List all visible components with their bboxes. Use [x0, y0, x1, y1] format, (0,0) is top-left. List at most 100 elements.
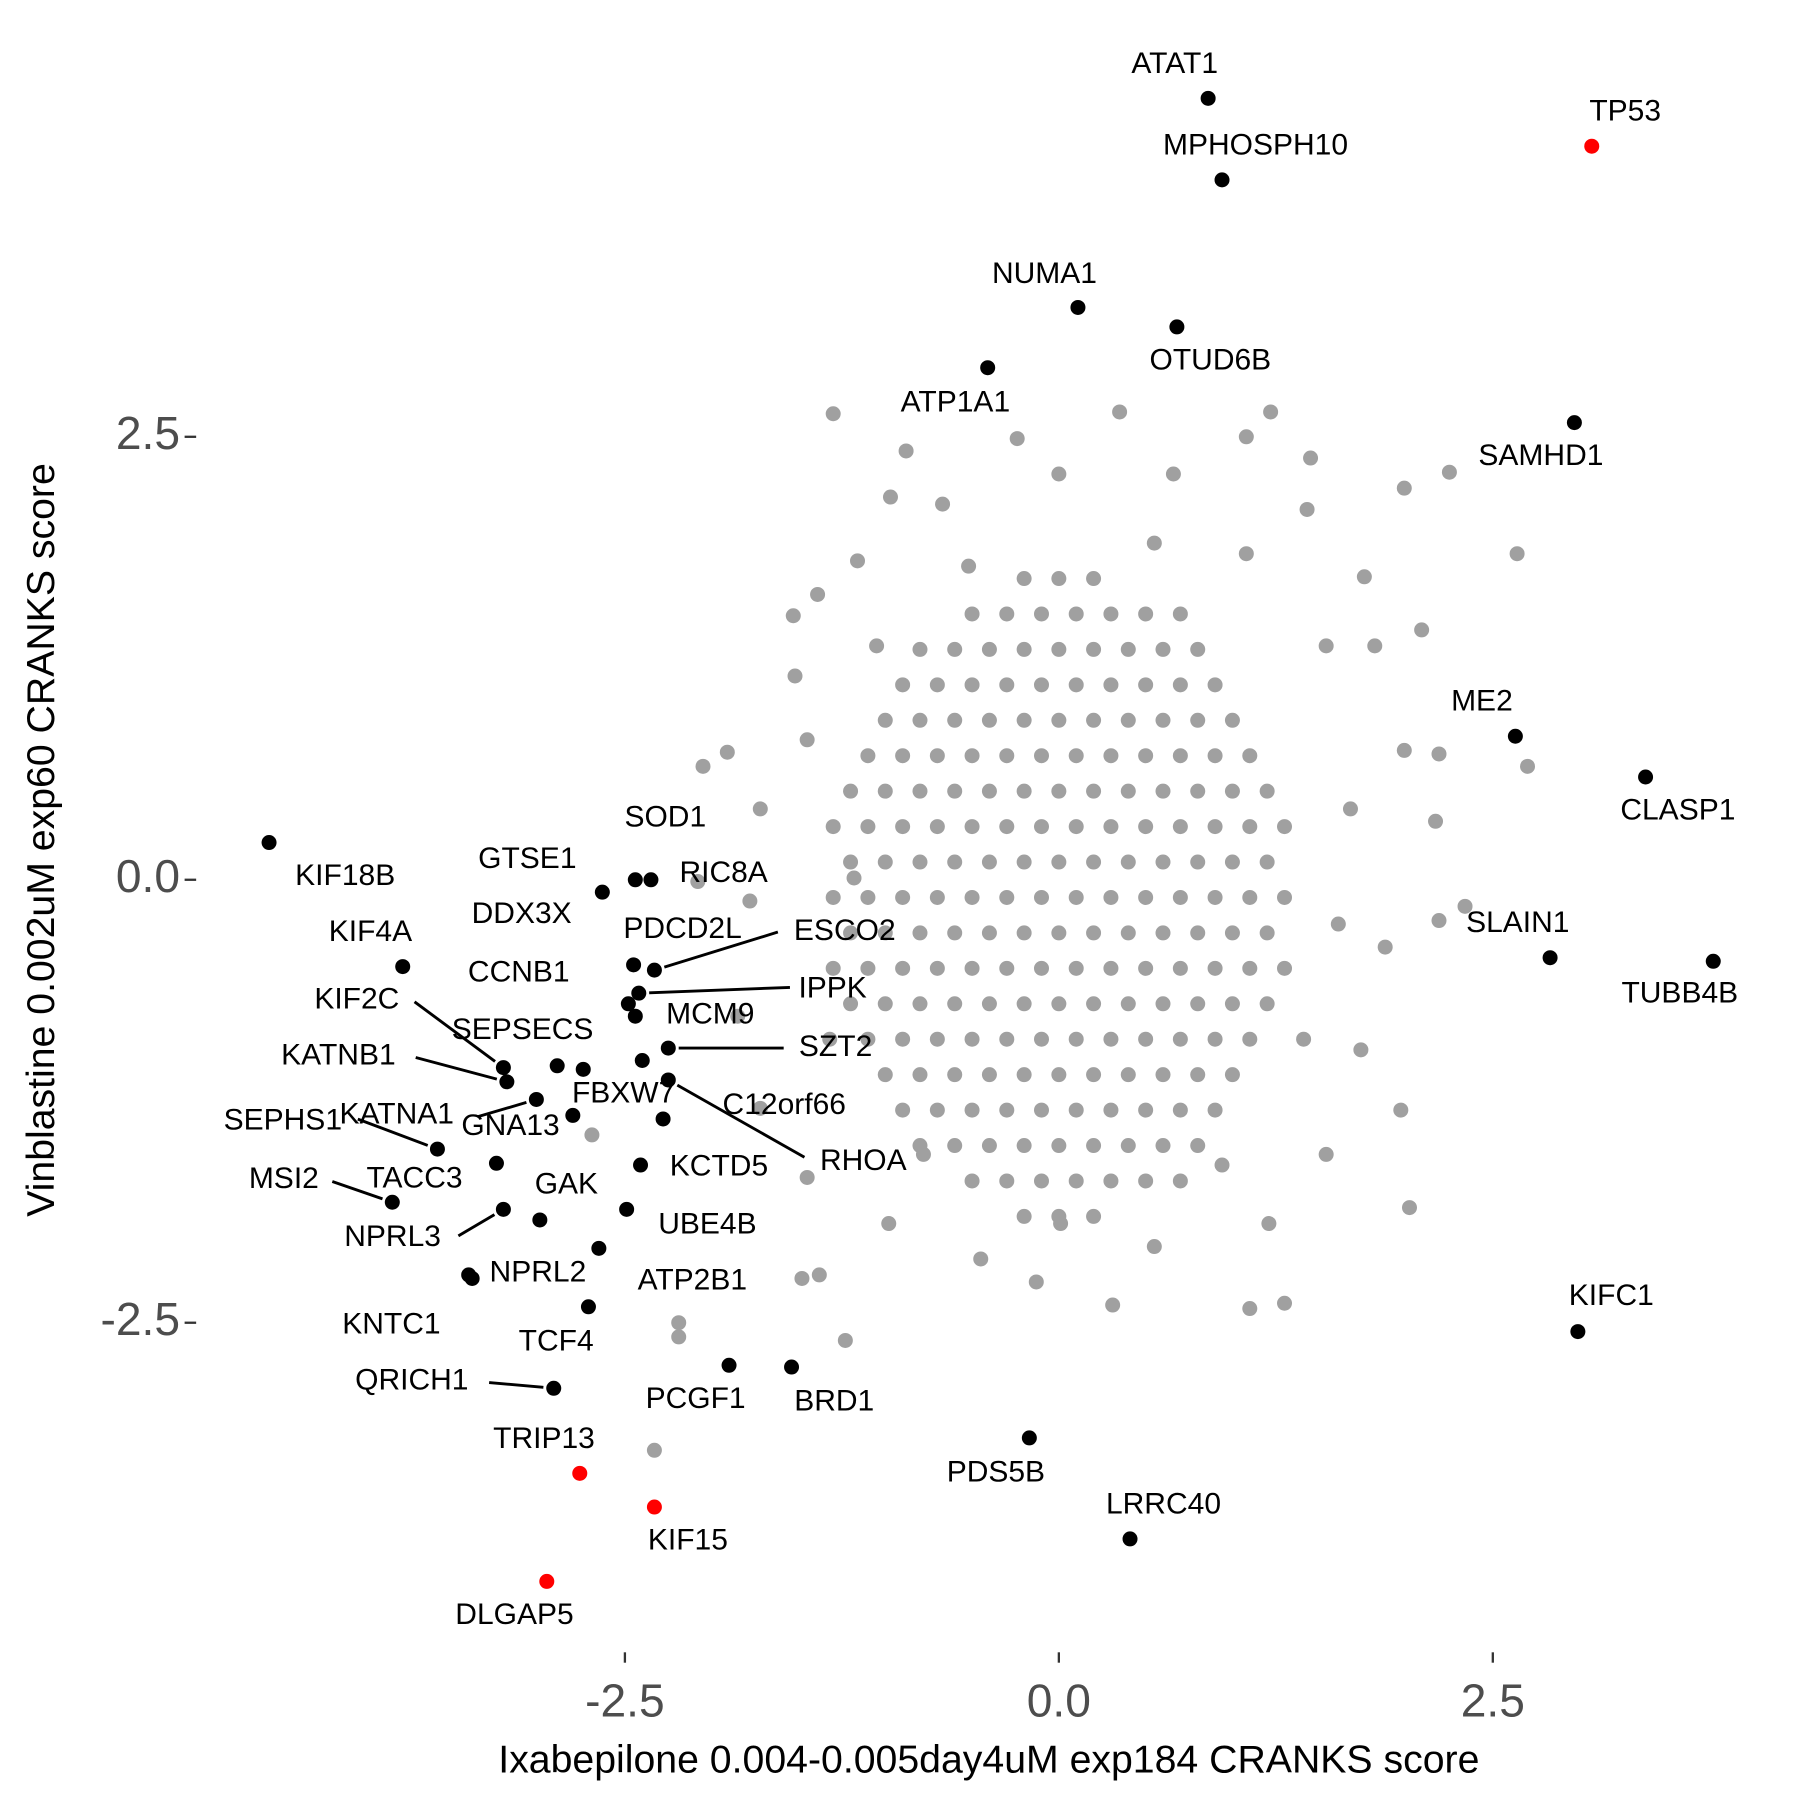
point [1033, 889, 1049, 905]
point [1051, 571, 1067, 587]
point [787, 668, 803, 684]
point [912, 641, 928, 657]
point-label: NUMA1 [992, 257, 1097, 290]
point [1103, 1031, 1119, 1047]
point-label: TACC3 [366, 1161, 462, 1194]
point [999, 1031, 1015, 1047]
point [810, 586, 826, 602]
point [627, 1008, 643, 1024]
point [1172, 677, 1188, 693]
point [964, 1102, 980, 1118]
point-label: CCNB1 [468, 955, 570, 988]
point [1033, 1173, 1049, 1189]
point-label: NPRL2 [490, 1256, 587, 1289]
point [1277, 1295, 1293, 1311]
point [929, 748, 945, 764]
point [1259, 925, 1275, 941]
point [1238, 546, 1254, 562]
point [860, 819, 876, 835]
point [643, 872, 659, 888]
point [784, 1359, 800, 1375]
point [825, 406, 841, 422]
point [646, 1499, 662, 1515]
point [646, 962, 662, 978]
point-label: TUBB4B [1621, 977, 1738, 1010]
point [850, 553, 866, 569]
point [1103, 1173, 1119, 1189]
point [973, 1251, 989, 1267]
point [825, 819, 841, 835]
point [860, 960, 876, 976]
point-label: DDX3X [472, 897, 572, 930]
point [1120, 925, 1136, 941]
point-label: PCGF1 [646, 1382, 746, 1415]
point [999, 1173, 1015, 1189]
point [565, 1107, 581, 1123]
label-connector [457, 1213, 496, 1238]
point [1016, 783, 1032, 799]
point [1705, 953, 1721, 969]
point [846, 870, 862, 886]
point-label: KIF4A [329, 915, 412, 948]
point [1396, 742, 1412, 758]
point [1103, 677, 1119, 693]
point-label: SZT2 [799, 1030, 872, 1063]
point [1051, 783, 1067, 799]
point [1242, 1031, 1258, 1047]
point [799, 1169, 815, 1185]
point [1330, 916, 1346, 932]
point [1207, 1031, 1223, 1047]
point [1138, 1102, 1154, 1118]
point [1172, 1031, 1188, 1047]
point [1356, 569, 1372, 585]
label-connector [415, 1056, 498, 1081]
point [1566, 415, 1582, 431]
point [1103, 1102, 1119, 1118]
point [1214, 172, 1230, 188]
point-label: MCM9 [666, 997, 754, 1030]
point [881, 1216, 897, 1232]
point-label: KNTC1 [342, 1308, 440, 1341]
point [1353, 1042, 1369, 1058]
point [1138, 1031, 1154, 1047]
point [1033, 606, 1049, 622]
point-label: KATNA1 [340, 1098, 454, 1131]
point [575, 1061, 591, 1077]
point [964, 889, 980, 905]
point [964, 1031, 980, 1047]
point [660, 1072, 676, 1088]
point [895, 1031, 911, 1047]
point [1277, 819, 1293, 835]
point [752, 801, 768, 817]
point [1428, 813, 1444, 829]
point [1068, 677, 1084, 693]
y-tick-label: 2.5 [116, 407, 180, 459]
point [1190, 996, 1206, 1012]
point [1016, 1138, 1032, 1154]
point [1224, 712, 1240, 728]
point-label: ATP1A1 [901, 385, 1011, 418]
point [964, 960, 980, 976]
point [1122, 1531, 1138, 1547]
point [730, 1008, 746, 1024]
point [464, 1270, 480, 1286]
point-label: DLGAP5 [455, 1598, 573, 1631]
point [877, 854, 893, 870]
point [499, 1074, 515, 1090]
point [947, 925, 963, 941]
point [929, 889, 945, 905]
point [671, 1329, 687, 1345]
point [572, 1465, 588, 1481]
point [1277, 960, 1293, 976]
point [619, 1201, 635, 1217]
point-label: ATP2B1 [638, 1264, 748, 1297]
point [690, 874, 706, 890]
point [947, 1138, 963, 1154]
point [799, 732, 815, 748]
point [1051, 641, 1067, 657]
point [915, 1146, 931, 1162]
point [1120, 1138, 1136, 1154]
point [1414, 622, 1430, 638]
point [1051, 466, 1067, 482]
point [1155, 854, 1171, 870]
